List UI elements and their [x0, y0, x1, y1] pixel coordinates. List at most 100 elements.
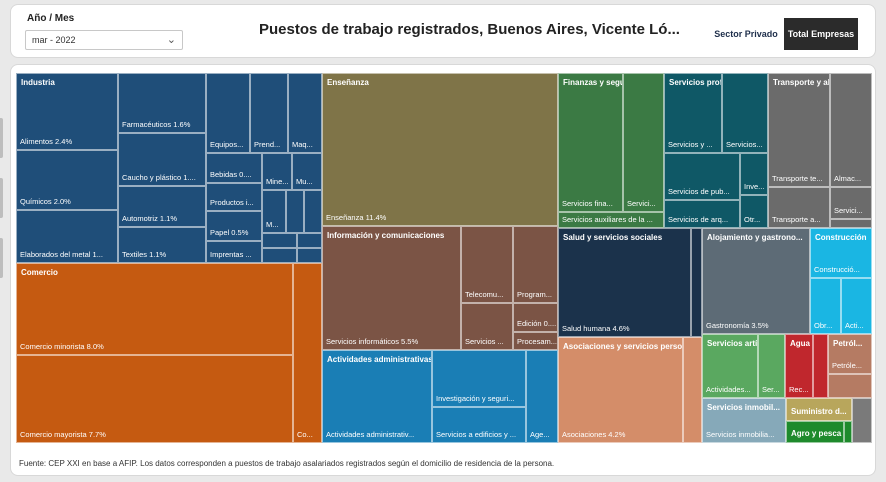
tile-agro-pesca[interactable]: Agro y pesca — [786, 421, 844, 443]
tile-metales[interactable]: M... — [262, 190, 286, 233]
tile-label-construccion-1: Construcció... — [814, 265, 860, 274]
tile-comercio-minorista[interactable]: Comercio Comercio minorista 8.0% — [16, 263, 293, 355]
tile-telecom[interactable]: Telecomu... — [461, 226, 513, 303]
tile-ind-small-2[interactable] — [304, 190, 322, 233]
tile-serv-auxiliares[interactable]: Servicios auxiliares de la ... — [558, 212, 664, 228]
tile-transp-small[interactable] — [830, 219, 872, 228]
sector-privado-button[interactable]: Sector Privado — [714, 29, 778, 39]
tile-label-elaborados-metal: Elaborados del metal 1... — [20, 250, 103, 259]
tile-farmaceuticos[interactable]: Farmacéuticos 1.6% — [118, 73, 206, 133]
tile-serv-prof-1[interactable]: Servicios profesionales... Servicios y ..… — [664, 73, 722, 153]
tile-asoc-small-1[interactable] — [683, 337, 702, 443]
tile-serv-financieros[interactable]: Finanzas y seguros Servicios fina... — [558, 73, 623, 212]
period-select[interactable]: mar - 2022 ⌄ — [25, 30, 183, 50]
tile-ind-small-5[interactable] — [262, 248, 297, 263]
tile-label-ensenanza: Enseñanza 11.4% — [326, 213, 387, 222]
tile-transporte-terrestre[interactable]: Transporte y almacena... Transporte te... — [768, 73, 830, 187]
tile-otros-prof[interactable]: Otr... — [740, 195, 768, 228]
group-label-serv-inmobiliarios: Servicios inmobil... — [707, 403, 780, 412]
tile-procesamiento[interactable]: Procesam... — [513, 332, 558, 350]
tile-label-metales: M... — [266, 220, 279, 229]
page-tab-1[interactable] — [0, 118, 3, 158]
page-tab-3[interactable] — [0, 238, 3, 278]
tile-actividades-const[interactable]: Acti... — [841, 278, 872, 334]
tile-serv-prof-2[interactable]: Servicios... — [722, 73, 768, 153]
group-label-petroleo: Petról... — [833, 339, 863, 348]
tile-automotriz[interactable]: Automotriz 1.1% — [118, 186, 206, 227]
tile-imprentas[interactable]: Imprentas ... — [206, 241, 262, 263]
tile-ind-small-6[interactable] — [297, 248, 322, 263]
group-label-suministro: Suministro d... — [791, 407, 847, 416]
tile-comercio-otro[interactable]: Co... — [293, 263, 322, 443]
tile-agencias[interactable]: Age... — [526, 350, 558, 443]
tile-label-equipos: Equipos... — [210, 140, 244, 149]
tile-serv-arquitectura[interactable]: Servicios de arq... — [664, 200, 740, 228]
tile-label-serv-prof-1: Servicios y ... — [668, 140, 713, 149]
tile-actividades-art[interactable]: Servicios artístic... Actividades... — [702, 334, 758, 398]
tile-bebidas[interactable]: Bebidas 0.... — [206, 153, 262, 183]
tile-serv-fin-2[interactable]: Servici... — [623, 73, 664, 212]
tile-investigacion[interactable]: Investigación y seguri... — [432, 350, 526, 407]
tile-gastronomia[interactable]: Alojamiento y gastrono... Gastronomía 3.5… — [702, 228, 810, 334]
tile-ind-small-3[interactable] — [262, 233, 297, 248]
tile-servicios-edificios[interactable]: Servicios a edificios y ... — [432, 407, 526, 443]
tile-edicion[interactable]: Edición 0.... — [513, 303, 558, 332]
tile-ind-small-1[interactable] — [286, 190, 304, 233]
tile-comercio-mayorista[interactable]: Comercio mayorista 7.7% — [16, 355, 293, 443]
tile-otros-1[interactable] — [852, 398, 872, 443]
tile-construccion-1[interactable]: Construcción Construcció... — [810, 228, 872, 278]
tile-muebles[interactable]: Mu... — [292, 153, 322, 190]
tile-productos[interactable]: Productos i... — [206, 183, 262, 211]
group-label-agua: Agua y ... — [790, 339, 812, 348]
tile-almacenamiento[interactable]: Almac... — [830, 73, 872, 187]
tile-programacion[interactable]: Program... — [513, 226, 558, 303]
page-title: Puestos de trabajo registrados, Buenos A… — [259, 21, 680, 38]
tile-petroleo-small[interactable] — [828, 374, 872, 398]
tile-agua-small[interactable] — [813, 334, 828, 398]
tile-elaborados-metal[interactable]: Elaborados del metal 1... — [16, 210, 118, 263]
tile-servicios-info[interactable]: Servicios ... — [461, 303, 513, 350]
page-tab-2[interactable] — [0, 178, 3, 218]
group-label-informacion: Información y comunicaciones — [327, 231, 445, 240]
tile-petroleo-sub[interactable]: Petról... Petróle... — [828, 334, 872, 374]
tile-label-quimicos: Químicos 2.0% — [20, 197, 71, 206]
tile-serv-inmob-sub[interactable]: Servicios inmobil... Servicios inmobilia.… — [702, 398, 786, 443]
tile-servicios-art[interactable]: Ser... — [758, 334, 785, 398]
total-empresas-button[interactable]: Total Empresas — [784, 18, 858, 50]
tile-label-serv-financieros: Servicios fina... — [562, 199, 613, 208]
tile-equipos[interactable]: Equipos... — [206, 73, 250, 153]
group-label-transporte: Transporte y almacena... — [773, 78, 830, 87]
tile-recoleccion[interactable]: Agua y ... Rec... — [785, 334, 813, 398]
tile-ensenanza[interactable]: Enseñanza Enseñanza 11.4% — [322, 73, 558, 226]
tile-serv-informaticos[interactable]: Información y comunicaciones Servicios in… — [322, 226, 461, 350]
tile-label-actividades-admin: Actividades administrativ... — [326, 430, 415, 439]
tile-salud-humana[interactable]: Salud y servicios sociales Salud humana 4… — [558, 228, 691, 337]
tile-caucho[interactable]: Caucho y plástico 1.... — [118, 133, 206, 186]
tile-suministro[interactable]: Suministro d... — [786, 398, 852, 421]
group-label-actividades-admin: Actividades administrativas y servicios … — [327, 355, 432, 364]
tile-minerales[interactable]: Mine... — [262, 153, 292, 190]
tile-label-procesamiento: Procesam... — [517, 337, 558, 346]
tile-servicios-transp[interactable]: Servici... — [830, 187, 872, 219]
tile-investigacion-prof[interactable]: Inve... — [740, 153, 768, 195]
tile-quimicos[interactable]: Químicos 2.0% — [16, 150, 118, 210]
tile-label-otros-prof: Otr... — [744, 215, 761, 224]
tile-prendas[interactable]: Prend... — [250, 73, 288, 153]
tile-serv-publicidad[interactable]: Servicios de pub... — [664, 153, 740, 200]
tile-label-agencias: Age... — [530, 430, 550, 439]
tile-asociaciones[interactable]: Asociaciones y servicios personales Asoci… — [558, 337, 683, 443]
tile-label-salud-humana: Salud humana 4.6% — [562, 324, 630, 333]
tile-textiles[interactable]: Textiles 1.1% — [118, 227, 206, 263]
tile-industria-header[interactable]: Industria Alimentos 2.4% — [16, 73, 118, 150]
tile-transporte-aereo[interactable]: Transporte a... — [768, 187, 830, 228]
tile-actividades-admin[interactable]: Actividades administrativas y servicios … — [322, 350, 432, 443]
tile-salud-small-1[interactable] — [691, 228, 702, 337]
tile-label-transporte-aereo: Transporte a... — [772, 215, 821, 224]
tile-papel[interactable]: Papel 0.5% — [206, 211, 262, 241]
tile-label-alimentos: Alimentos 2.4% — [20, 137, 73, 146]
tile-label-muebles: Mu... — [296, 177, 313, 186]
tile-maquinaria[interactable]: Maq... — [288, 73, 322, 153]
tile-ind-small-4[interactable] — [297, 233, 322, 248]
tile-agro-small[interactable] — [844, 421, 852, 443]
tile-obras[interactable]: Obr... — [810, 278, 841, 334]
